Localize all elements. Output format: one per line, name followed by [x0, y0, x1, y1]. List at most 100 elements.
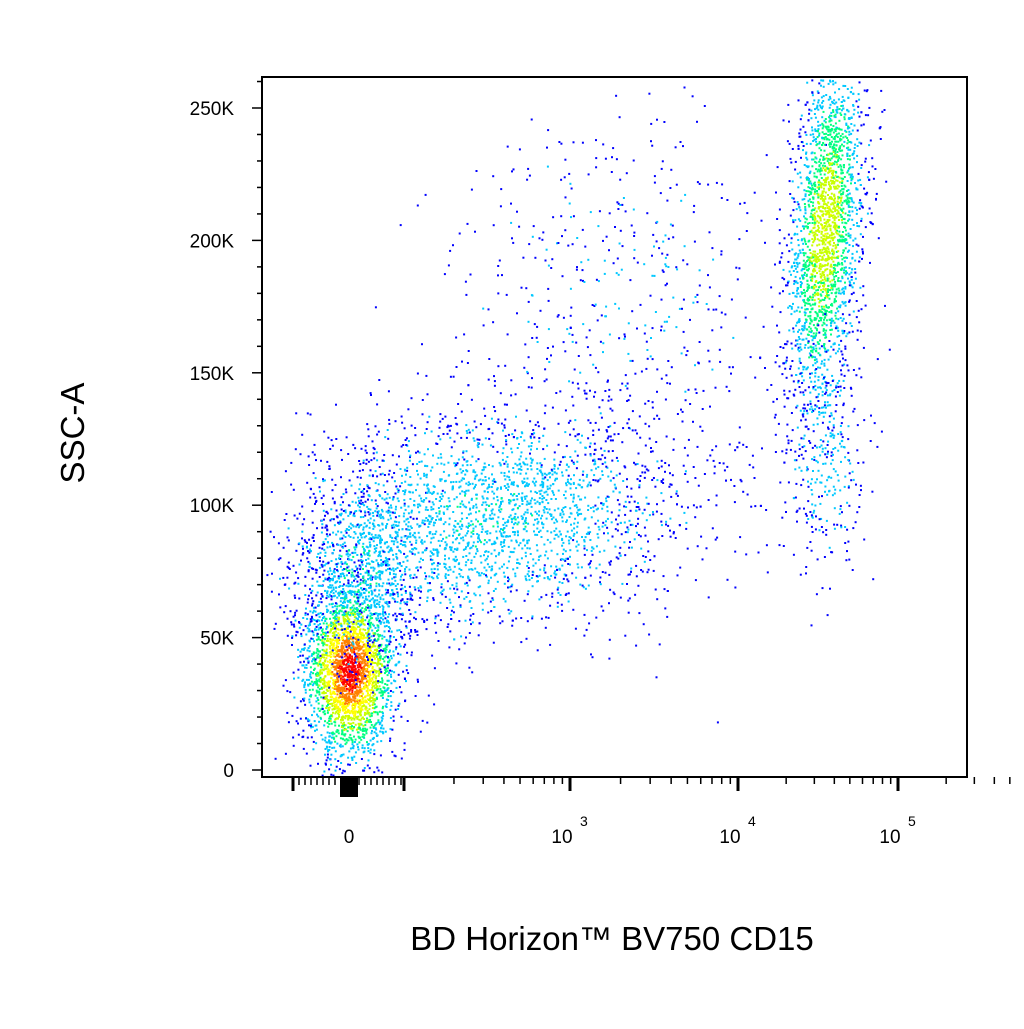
- event-dot: [548, 508, 551, 511]
- event-dot: [365, 632, 368, 635]
- event-dot: [362, 551, 365, 554]
- event-dot: [350, 575, 353, 578]
- event-dot: [388, 549, 391, 552]
- event-dot: [347, 672, 350, 675]
- event-dot: [569, 487, 572, 490]
- event-dot: [751, 454, 754, 457]
- event-dot: [335, 711, 338, 713]
- event-dot: [470, 607, 473, 609]
- event-dot: [365, 677, 368, 680]
- event-dot: [352, 685, 355, 688]
- event-dot: [359, 728, 362, 731]
- event-dot: [410, 424, 413, 427]
- event-dot: [486, 491, 489, 494]
- event-dot: [379, 555, 382, 558]
- event-dot: [553, 521, 556, 524]
- event-dot: [403, 502, 406, 505]
- event-dot: [470, 623, 472, 626]
- event-dot: [356, 674, 359, 677]
- event-dot: [360, 652, 363, 655]
- event-dot: [555, 518, 557, 521]
- event-dot: [323, 676, 326, 679]
- event-dot: [364, 445, 367, 448]
- event-dot: [368, 682, 371, 685]
- event-dot: [343, 660, 346, 663]
- event-dot: [347, 696, 350, 699]
- event-dot: [333, 549, 335, 552]
- event-dot: [709, 405, 711, 408]
- event-dot: [374, 576, 377, 579]
- event-dot: [310, 694, 313, 697]
- event-dot: [385, 625, 388, 627]
- event-dot: [415, 539, 418, 542]
- event-dot: [414, 629, 417, 631]
- event-dot: [454, 417, 457, 419]
- event-dot: [344, 733, 347, 736]
- event-dot: [354, 657, 357, 660]
- event-dot: [360, 708, 363, 711]
- event-dot: [309, 496, 312, 499]
- event-dot: [340, 449, 343, 452]
- event-dot: [369, 663, 372, 666]
- event-dot: [361, 702, 364, 704]
- event-dot: [448, 534, 451, 537]
- event-dot: [488, 504, 491, 507]
- event-dot: [375, 572, 378, 575]
- event-dot: [564, 550, 567, 553]
- event-dot: [358, 647, 361, 650]
- event-dot: [396, 629, 399, 632]
- event-dot: [364, 683, 367, 686]
- event-dot: [495, 503, 498, 506]
- event-dot: [351, 703, 354, 706]
- event-dot: [339, 709, 342, 712]
- event-dot: [353, 741, 356, 743]
- event-dot: [343, 669, 346, 672]
- event-dot: [341, 719, 344, 722]
- event-dot: [526, 511, 529, 514]
- event-dot: [453, 498, 456, 501]
- event-dot: [325, 763, 327, 766]
- event-dot: [597, 525, 600, 528]
- event-dot: [357, 504, 360, 507]
- event-dot: [354, 686, 357, 689]
- event-dot: [385, 646, 388, 648]
- event-dot: [526, 539, 529, 542]
- event-dot: [352, 643, 355, 646]
- event-dot: [361, 735, 364, 738]
- event-dot: [355, 647, 358, 650]
- event-dot: [337, 521, 340, 524]
- event-dot: [526, 547, 529, 550]
- event-dot: [608, 395, 611, 398]
- event-dot: [394, 708, 397, 711]
- event-dot: [311, 618, 314, 621]
- event-dot: [368, 538, 371, 541]
- event-dot: [501, 452, 504, 455]
- event-dot: [304, 613, 307, 616]
- event-dot: [371, 536, 374, 539]
- event-dot: [387, 661, 389, 664]
- event-dot: [380, 541, 382, 544]
- event-dot: [536, 527, 539, 530]
- event-dot: [345, 687, 348, 690]
- event-dot: [297, 577, 300, 580]
- event-dot: [279, 606, 282, 609]
- event-dot: [427, 488, 430, 491]
- event-dot: [479, 423, 482, 426]
- event-dot: [378, 710, 381, 713]
- event-dot: [371, 629, 374, 632]
- event-dot: [590, 653, 592, 656]
- event-dot: [392, 567, 395, 570]
- event-dot: [359, 664, 361, 667]
- event-dot: [500, 541, 503, 544]
- event-dot: [528, 547, 531, 550]
- event-dot: [333, 634, 336, 637]
- event-dot: [310, 726, 313, 729]
- event-dot: [362, 528, 365, 531]
- event-dot: [532, 571, 535, 574]
- event-dot: [404, 541, 407, 544]
- event-dot: [350, 626, 353, 629]
- event-dot: [589, 442, 592, 445]
- event-dot: [387, 695, 390, 698]
- event-dot: [381, 649, 384, 652]
- event-dot: [352, 621, 355, 624]
